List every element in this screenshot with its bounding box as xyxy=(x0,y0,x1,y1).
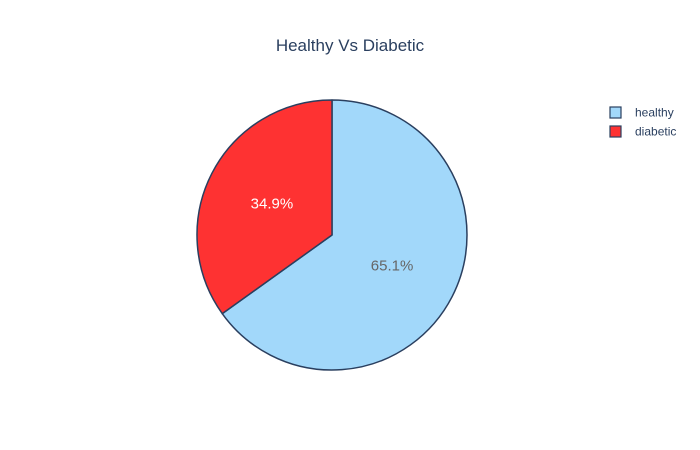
legend-swatch-diabetic xyxy=(609,125,622,138)
pie-slice-healthy[interactable] xyxy=(221,99,468,371)
legend-swatch-healthy xyxy=(609,106,622,119)
slice-label-healthy: 65.1% xyxy=(371,257,414,274)
legend-item-healthy[interactable]: healthy xyxy=(609,106,674,120)
pie-slice-labels: 65.1% 34.9% xyxy=(251,196,414,275)
slice-label-diabetic: 34.9% xyxy=(251,196,294,213)
pie-slice-diabetic[interactable] xyxy=(196,99,333,315)
legend-label-healthy: healthy xyxy=(635,106,674,120)
chart-title: Healthy Vs Diabetic xyxy=(276,36,425,55)
legend: healthy diabetic xyxy=(609,106,676,139)
legend-label-diabetic: diabetic xyxy=(635,125,676,139)
legend-item-diabetic[interactable]: diabetic xyxy=(609,125,676,139)
pie-slices xyxy=(196,99,468,371)
